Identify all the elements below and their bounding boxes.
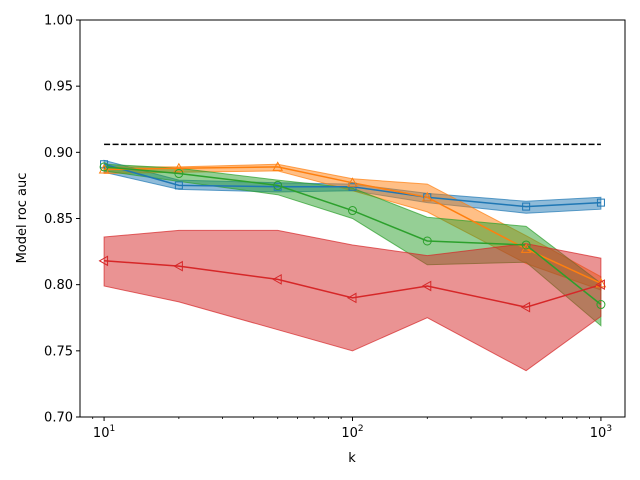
point-series-2 (98, 164, 110, 174)
point-series-3 (596, 300, 606, 310)
point-series-4 (173, 260, 183, 272)
point-series-4 (272, 274, 282, 285)
point-series-4 (595, 279, 605, 291)
y-tick-label: 0.85 (44, 212, 73, 227)
point-series-2 (272, 161, 284, 171)
y-axis-label: Model roc auc (15, 173, 30, 264)
point-series-3 (422, 236, 432, 246)
x-tick-label: 103 (590, 424, 612, 441)
y-tick-label: 0.75 (44, 344, 73, 359)
y-tick-label: 0.95 (44, 80, 73, 95)
point-series-3 (99, 162, 109, 172)
x-axis-label: k (348, 451, 356, 466)
point-series-3 (174, 169, 184, 179)
series-markers (98, 160, 607, 313)
point-series-2 (173, 162, 185, 173)
point-series-1 (174, 181, 183, 190)
y-tick-label: 1.00 (44, 14, 73, 29)
x-tick-label: 102 (341, 424, 363, 441)
point-series-3 (521, 240, 531, 250)
point-series-2 (421, 191, 433, 202)
point-series-4 (346, 292, 357, 304)
point-series-4 (520, 301, 531, 313)
line-series-4 (104, 260, 602, 308)
y-axis-ticks: 0.70 0.75 0.80 0.85 0.90 0.95 1.00 (44, 14, 80, 426)
point-series-2 (347, 177, 358, 187)
point-series-1 (596, 198, 605, 207)
point-series-4 (421, 280, 432, 292)
point-series-3 (348, 206, 357, 216)
point-series-3 (273, 180, 283, 190)
y-tick-label: 0.90 (44, 146, 73, 161)
x-tick-label: 101 (93, 424, 115, 441)
point-series-1 (522, 202, 531, 211)
point-series-4 (98, 255, 109, 267)
y-tick-label: 0.70 (44, 411, 73, 426)
y-tick-label: 0.80 (44, 278, 73, 293)
x-axis-ticks: 101 102 103 (92, 417, 612, 441)
